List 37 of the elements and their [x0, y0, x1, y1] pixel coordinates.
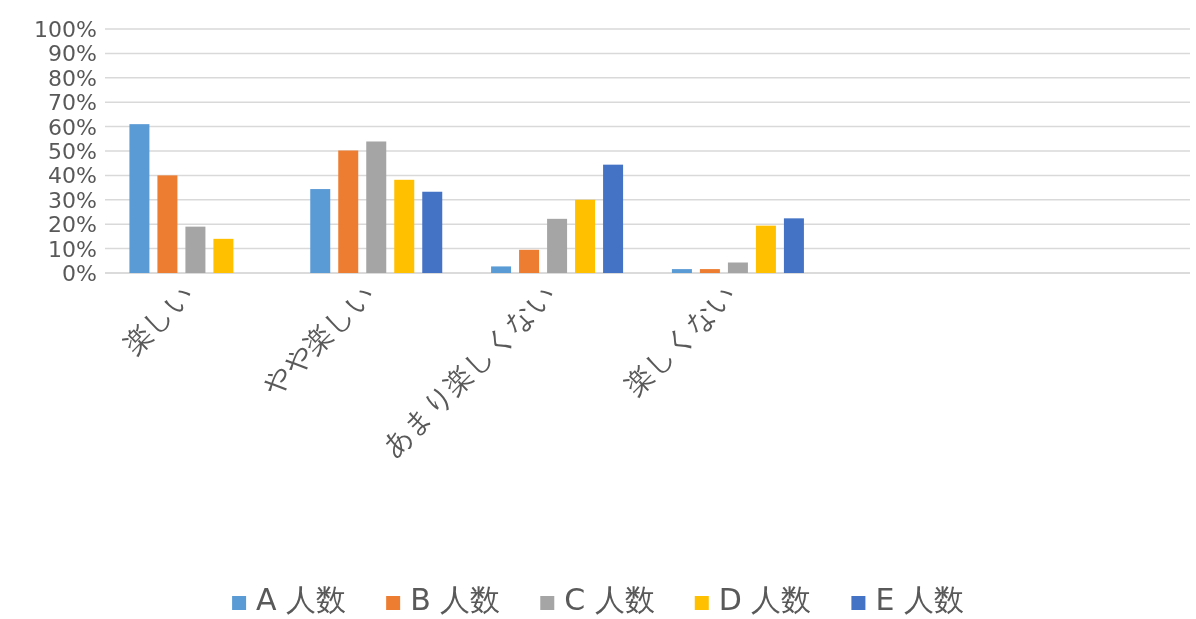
bar	[157, 175, 178, 273]
bar	[603, 164, 624, 273]
y-tick-label: 10%	[48, 236, 97, 262]
x-tick-label: 楽しい	[116, 276, 201, 361]
legend-label: E 人数	[875, 582, 964, 617]
bar	[699, 269, 720, 273]
y-tick-label: 50%	[48, 139, 97, 164]
y-tick-label: 20%	[48, 212, 97, 238]
legend-label: B 人数	[410, 582, 501, 617]
y-tick-label: 0%	[62, 261, 97, 286]
y-tick-label: 90%	[48, 41, 97, 67]
bar	[394, 179, 415, 273]
bar	[422, 191, 443, 273]
bar	[129, 124, 150, 273]
bar	[671, 269, 692, 273]
bar	[519, 249, 540, 273]
legend-label: A 人数	[256, 582, 347, 617]
y-tick-label: 30%	[48, 187, 97, 213]
y-tick-label: 80%	[48, 65, 97, 91]
bar	[575, 199, 596, 273]
bar	[491, 266, 512, 273]
bar	[783, 218, 804, 273]
bar	[366, 141, 387, 273]
y-tick-label: 100%	[34, 17, 97, 42]
legend-label: D 人数	[718, 582, 812, 617]
y-tick-label: 70%	[48, 90, 97, 116]
bar	[547, 218, 568, 273]
x-tick-label: 楽しくない	[617, 276, 743, 402]
bar	[755, 225, 776, 273]
bar	[310, 189, 331, 273]
y-tick-label: 40%	[48, 163, 97, 189]
legend-label: C 人数	[564, 582, 655, 617]
bar	[338, 150, 359, 273]
y-tick-label: 60%	[48, 114, 97, 140]
bar	[727, 262, 748, 273]
bar	[185, 226, 206, 273]
bar	[213, 238, 234, 273]
